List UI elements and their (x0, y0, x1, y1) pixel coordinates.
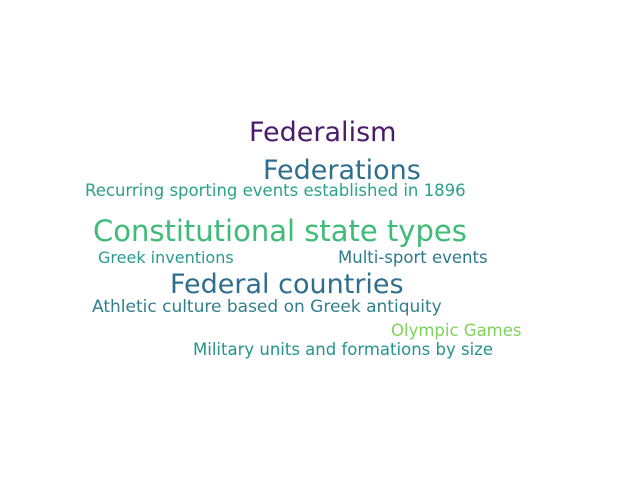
word-military-units: Military units and formations by size (193, 340, 493, 359)
word-federalism: Federalism (249, 117, 397, 148)
word-multi-sport-events: Multi-sport events (338, 248, 488, 267)
word-constitutional-state-types: Constitutional state types (93, 214, 467, 248)
word-federations: Federations (263, 155, 421, 186)
word-federal-countries: Federal countries (170, 269, 404, 300)
word-greek-inventions: Greek inventions (98, 248, 234, 267)
word-olympic-games: Olympic Games (391, 321, 522, 340)
word-recurring-sporting-events: Recurring sporting events established in… (85, 181, 466, 200)
word-athletic-culture: Athletic culture based on Greek antiquit… (92, 297, 442, 317)
